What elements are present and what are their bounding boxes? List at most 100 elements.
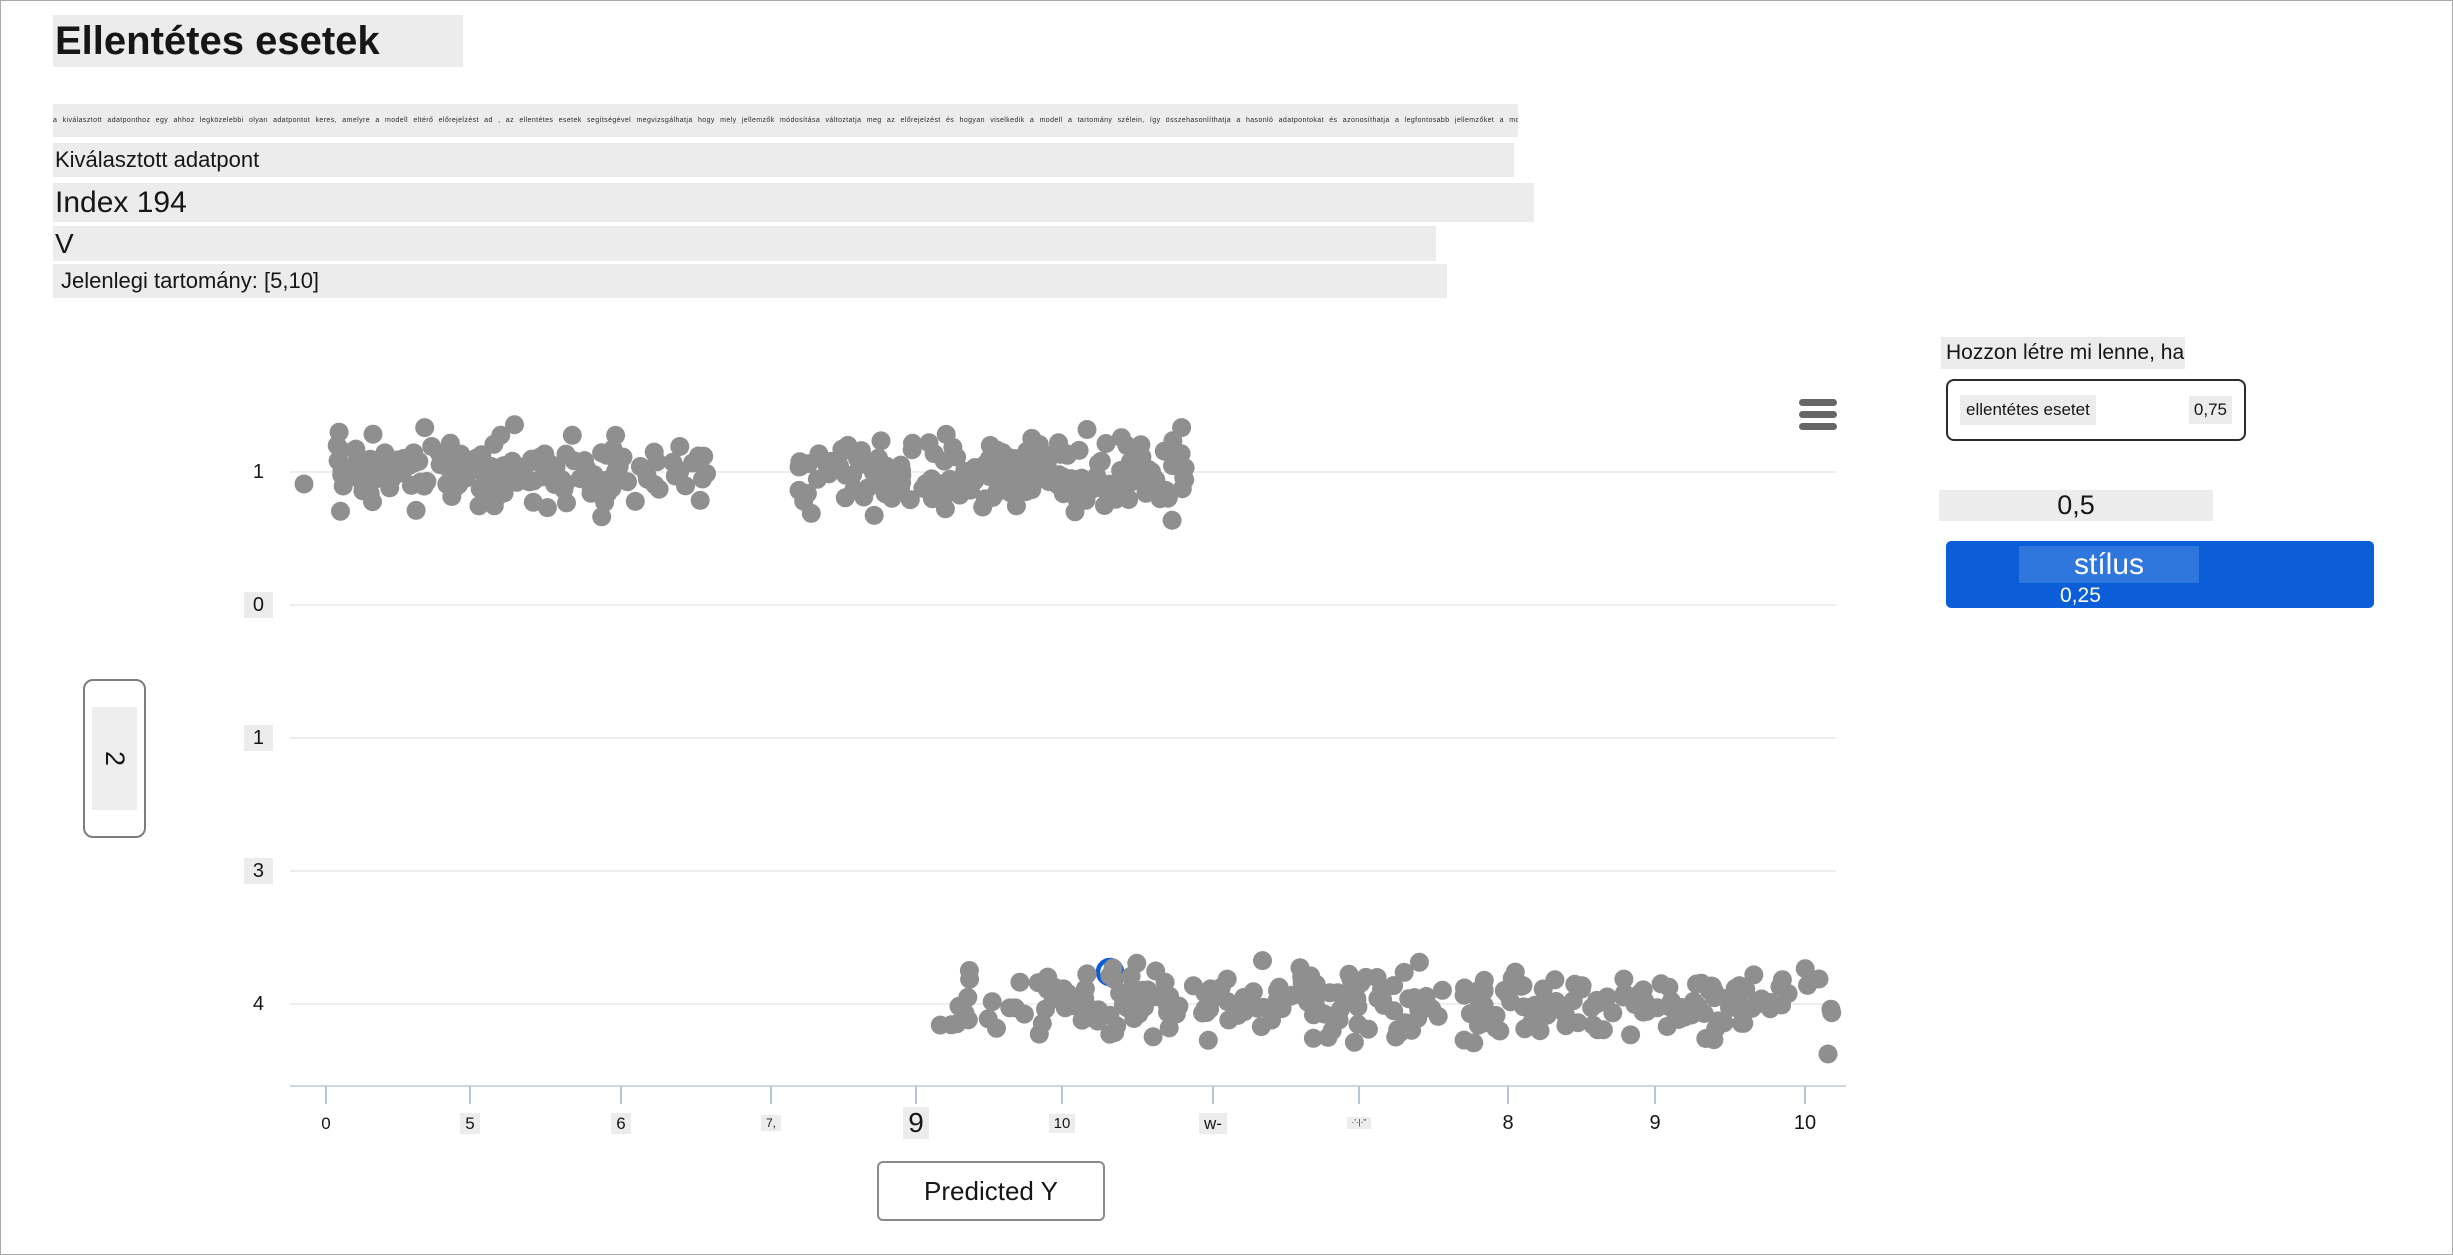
scatter-point[interactable] bbox=[1588, 1020, 1608, 1040]
y-axis-selector[interactable]: 2 bbox=[83, 679, 146, 838]
scatter-point[interactable] bbox=[864, 505, 884, 525]
scatter-point[interactable] bbox=[1301, 966, 1321, 986]
scatter-point[interactable] bbox=[1111, 428, 1131, 448]
scatter-point[interactable] bbox=[797, 484, 817, 503]
scatter-point[interactable] bbox=[471, 478, 491, 498]
scatter-point[interactable] bbox=[1198, 1030, 1218, 1050]
scatter-point[interactable] bbox=[1515, 1019, 1535, 1039]
scatter-point[interactable] bbox=[987, 458, 1007, 478]
scatter-point[interactable] bbox=[1545, 970, 1565, 990]
scatter-point[interactable] bbox=[1714, 1013, 1734, 1033]
scatter-point[interactable] bbox=[891, 455, 911, 475]
scatter-point[interactable] bbox=[955, 1003, 975, 1023]
scatter-point[interactable] bbox=[689, 446, 708, 466]
scatter-point[interactable] bbox=[618, 472, 637, 492]
scatter-point[interactable] bbox=[1269, 977, 1289, 997]
scatter-point[interactable] bbox=[505, 415, 524, 435]
scatter-point[interactable] bbox=[835, 488, 855, 508]
scatter-point[interactable] bbox=[380, 478, 400, 498]
scatter-point[interactable] bbox=[1330, 1000, 1350, 1020]
scatter-point[interactable] bbox=[406, 500, 426, 520]
scatter-point[interactable] bbox=[371, 452, 391, 472]
scatter-point[interactable] bbox=[882, 488, 902, 508]
scatter-point[interactable] bbox=[415, 418, 435, 438]
scatter-point[interactable] bbox=[1065, 502, 1085, 522]
scatter-point[interactable] bbox=[637, 465, 657, 485]
scatter-point[interactable] bbox=[1614, 983, 1634, 1003]
scatter-point[interactable] bbox=[609, 457, 629, 477]
scatter-point[interactable] bbox=[1505, 962, 1525, 982]
scatter-point[interactable] bbox=[1563, 991, 1583, 1011]
scatter-point[interactable] bbox=[1077, 964, 1097, 984]
scatter-point[interactable] bbox=[1196, 1003, 1216, 1023]
scatter-point[interactable] bbox=[1100, 1024, 1120, 1044]
scatter-point[interactable] bbox=[1603, 1003, 1623, 1023]
scatter-point[interactable] bbox=[809, 444, 829, 464]
scatter-point[interactable] bbox=[1384, 1001, 1404, 1021]
scatter-point[interactable] bbox=[982, 992, 1002, 1012]
scatter-point[interactable] bbox=[644, 442, 664, 462]
scatter-point[interactable] bbox=[1469, 994, 1489, 1014]
scatter-point[interactable] bbox=[1408, 1008, 1428, 1028]
scatter-point[interactable] bbox=[1146, 961, 1166, 981]
scatter-point[interactable] bbox=[1100, 474, 1120, 494]
scatter-point[interactable] bbox=[1032, 1014, 1052, 1033]
scatter-point[interactable] bbox=[1473, 1013, 1493, 1033]
scatter-point[interactable] bbox=[1822, 1003, 1842, 1023]
scatter-point[interactable] bbox=[401, 475, 421, 495]
scatter-point[interactable] bbox=[1372, 989, 1392, 1008]
scatter-point[interactable] bbox=[352, 460, 372, 480]
scatter-point[interactable] bbox=[1525, 996, 1545, 1016]
scatter-point[interactable] bbox=[960, 480, 980, 500]
scatter-point[interactable] bbox=[1704, 1030, 1724, 1050]
scatter-point[interactable] bbox=[900, 490, 920, 510]
scatter-point[interactable] bbox=[1635, 992, 1655, 1011]
scatter-point[interactable] bbox=[960, 969, 980, 989]
scatter-point[interactable] bbox=[1348, 997, 1368, 1017]
scatter-point[interactable] bbox=[1568, 1013, 1588, 1033]
x-axis-selector[interactable]: Predicted Y bbox=[877, 1161, 1105, 1221]
scatter-point[interactable] bbox=[1701, 976, 1721, 996]
scatter-point[interactable] bbox=[329, 422, 349, 442]
scatter-point[interactable] bbox=[1154, 441, 1174, 461]
scatter-point[interactable] bbox=[819, 464, 839, 484]
scatter-point[interactable] bbox=[690, 490, 710, 510]
scatter-point[interactable] bbox=[940, 475, 960, 495]
scatter-point[interactable] bbox=[491, 425, 511, 445]
scatter-point[interactable] bbox=[1267, 997, 1287, 1017]
scatter-point[interactable] bbox=[1543, 994, 1563, 1014]
scatter-point[interactable] bbox=[1143, 1027, 1163, 1047]
scatter-point[interactable] bbox=[442, 487, 462, 506]
scatter-point[interactable] bbox=[987, 482, 1007, 502]
scatter-point[interactable] bbox=[1344, 1032, 1364, 1052]
scatter-point[interactable] bbox=[595, 492, 615, 512]
scatter-point[interactable] bbox=[670, 437, 690, 456]
scatter-point[interactable] bbox=[1409, 952, 1429, 972]
scatter-point[interactable] bbox=[1565, 974, 1585, 994]
scatter-point[interactable] bbox=[592, 507, 612, 527]
scatter-point[interactable] bbox=[1582, 998, 1602, 1018]
chart-menu-icon[interactable] bbox=[1799, 399, 1839, 433]
scatter-point[interactable] bbox=[987, 1018, 1006, 1038]
scatter-point[interactable] bbox=[1809, 969, 1829, 989]
scatter-point[interactable] bbox=[1305, 992, 1325, 1012]
scatter-point[interactable] bbox=[1163, 456, 1182, 476]
scatter-point[interactable] bbox=[969, 458, 989, 478]
scatter-point[interactable] bbox=[1659, 977, 1679, 997]
scatter-point[interactable] bbox=[1464, 1033, 1484, 1053]
scatter-point[interactable] bbox=[1141, 475, 1161, 495]
scatter-point[interactable] bbox=[649, 479, 669, 499]
scatter-point[interactable] bbox=[554, 480, 574, 499]
counterfactual-toggle[interactable]: ellentétes esetet 0,75 bbox=[1946, 379, 2246, 441]
scatter-point[interactable] bbox=[606, 425, 626, 445]
scatter-point[interactable] bbox=[1432, 980, 1452, 1000]
scatter-point[interactable] bbox=[556, 444, 576, 464]
scatter-point[interactable] bbox=[1490, 1021, 1510, 1041]
scatter-point[interactable] bbox=[346, 439, 366, 459]
scatter-point[interactable] bbox=[331, 501, 350, 521]
scatter-point[interactable] bbox=[332, 460, 352, 480]
scatter-point[interactable] bbox=[1010, 972, 1030, 992]
scatter-point[interactable] bbox=[1614, 969, 1634, 989]
scatter-point[interactable] bbox=[1131, 435, 1151, 455]
scatter-point[interactable] bbox=[1072, 1010, 1092, 1030]
